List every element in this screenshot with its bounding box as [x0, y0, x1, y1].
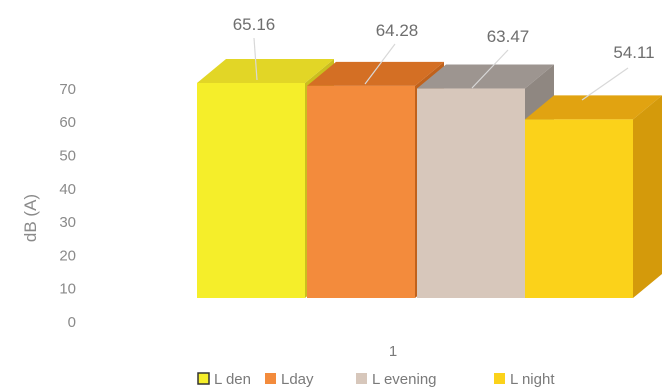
legend-item: L den: [197, 371, 251, 387]
leader-line: [471, 49, 509, 89]
bar-front: [417, 88, 525, 298]
data-label: 63.47: [487, 27, 530, 46]
leader-line: [364, 43, 396, 85]
legend: L den Lday L evening L night: [197, 371, 555, 387]
y-tick-label: 30: [59, 214, 76, 231]
bars: [197, 58, 662, 298]
y-tick-label: 10: [59, 281, 76, 298]
y-tick-label: 50: [59, 148, 76, 165]
bar-front: [525, 119, 633, 298]
y-tick-label: 40: [59, 181, 76, 198]
y-tick-label: 0: [68, 314, 76, 331]
bar-top: [197, 58, 334, 83]
legend-item: L night: [494, 371, 555, 387]
data-labels: 65.16 64.28 63.47 54.11: [233, 15, 655, 101]
data-label: 65.16: [233, 15, 276, 34]
legend-item: Lday: [265, 371, 314, 387]
bar-top: [525, 95, 662, 120]
y-axis: 0 10 20 30 40 50 60 70: [59, 81, 76, 331]
legend-label: Lday: [281, 371, 314, 387]
legend-swatch: [356, 373, 367, 384]
legend-item: L evening: [356, 371, 437, 387]
bar-top: [417, 64, 554, 89]
data-label: 64.28: [376, 21, 419, 40]
y-axis-label: dB (A): [21, 194, 40, 242]
bar-front: [307, 85, 415, 298]
bar-top: [307, 61, 444, 86]
bar-side: [633, 95, 662, 298]
legend-swatch: [494, 373, 505, 384]
data-label: 54.11: [613, 43, 654, 62]
x-category-label: 1: [389, 343, 397, 360]
y-tick-label: 20: [59, 247, 76, 264]
leader-line: [581, 67, 629, 101]
bar-l-night: [525, 95, 662, 298]
leader-line: [253, 37, 258, 81]
legend-swatch: [197, 372, 210, 385]
legend-swatch: [265, 373, 276, 384]
y-tick-label: 60: [59, 114, 76, 131]
y-tick-label: 70: [59, 81, 76, 98]
legend-label: L night: [510, 371, 555, 387]
legend-label: L evening: [372, 371, 437, 387]
bar-front: [197, 82, 305, 298]
legend-label: L den: [214, 371, 251, 387]
